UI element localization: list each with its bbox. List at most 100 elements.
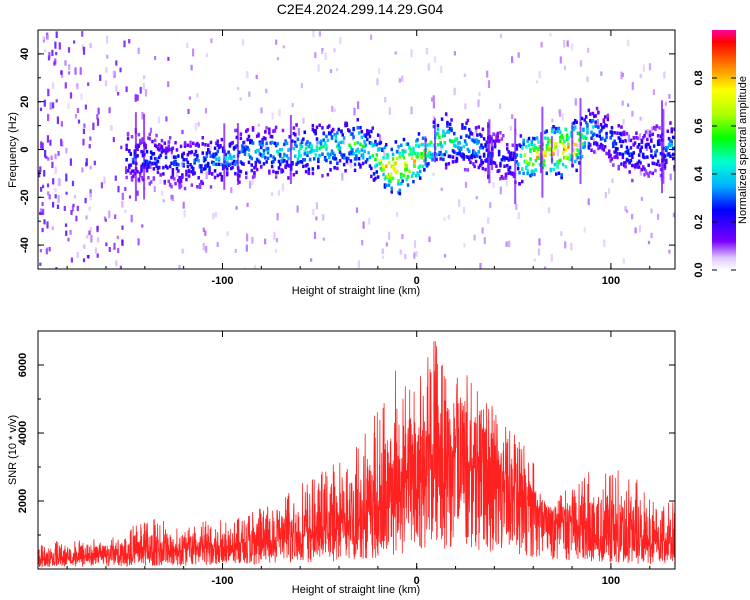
spectrogram-ridge-mark [310,146,313,150]
spectrogram-noise-mark [44,150,47,158]
spectrogram-ridge-mark [368,155,372,160]
spectrogram-noise-mark [89,227,92,232]
spectrogram-ridge-mark [519,144,523,149]
spectrogram-noise-mark [625,209,629,213]
spectrogram-ridge-mark [510,157,513,162]
spectrogram-ridge-mark [330,136,334,140]
spectrogram-noise-mark [115,260,118,267]
spectrogram-ridge-mark [279,162,282,167]
spectrogram-noise-mark [361,239,364,246]
spectrogram-noise-mark [505,181,508,187]
spectrogram-ridge-mark [228,162,232,166]
spectrogram-ridge-mark [151,152,154,156]
spectrogram-ridge-mark [635,162,638,167]
spectrogram-ridge-mark [395,156,399,161]
spectrogram-noise-mark [563,40,566,48]
spectrogram-ridge-mark [522,171,525,176]
spectrogram-noise-mark [149,127,153,134]
spectrogram-ridge-mark [220,175,224,179]
spectrogram-ridge-mark [463,126,467,130]
spectrogram-noise-mark [401,75,404,82]
spectrogram-ridge-mark [462,144,465,149]
spectrogram-ridge-mark [656,142,660,146]
spectrogram-noise-mark [357,260,361,269]
spectrogram-ridge-mark [250,168,253,173]
spectrogram-ridge-mark [220,162,224,167]
spectrogram-ridge-mark [461,123,464,127]
spectrogram-ridge-mark [295,144,298,148]
spectrogram-ridge-mark [167,179,170,184]
spectrogram-ridge-mark [318,146,321,151]
spectrogram-ridge-mark [402,149,406,154]
spectrogram-ridge-mark [235,135,238,140]
spectrogram-ridge-mark [186,153,190,157]
spectrogram-noise-mark [182,201,185,209]
spectrogram-ridge-mark [447,162,451,166]
spectrogram-ridge-mark [130,135,134,139]
spectrogram-ridge-mark [563,155,566,160]
spectrogram-ridge-mark [640,140,644,144]
spectrogram-ridge-mark [640,138,644,143]
spectrogram-ridge-mark [387,179,391,183]
spectrogram-noise-mark [115,60,118,66]
spectrogram-ridge-mark [446,120,449,125]
spectrogram-noise-mark [72,203,75,208]
spectrogram-noise-mark [544,266,547,269]
spectrogram-noise-mark [187,108,190,114]
spectrogram-ridge-mark [446,124,449,128]
spectrogram-ridge-mark [336,131,339,135]
spectrogram-noise-mark [368,218,371,225]
spectrogram-ridge-mark [279,152,282,157]
spectrogram-ridge-mark [621,152,625,157]
spectrogram-noise-mark [121,239,124,245]
spectrogram-ridge-mark [197,159,200,163]
spectrogram-ridge-mark [636,136,639,141]
spectrogram-ridge-mark [416,171,419,175]
spectrogram-ridge-mark [391,152,395,157]
spectrogram-noise-mark [45,155,48,159]
spectrogram-noise-mark [82,258,86,263]
spectrogram-ridge-mark [477,165,480,170]
spectrogram-noise-mark [196,93,199,98]
spectrogram-ridge-mark [149,180,153,184]
spectrogram-ridge-mark [329,168,332,172]
spectrogram-ridge-mark [152,177,156,181]
spectrogram-ridge-mark [480,134,483,138]
spectrogram-ridge-mark [584,120,588,125]
spectrogram-ridge-mark [308,150,312,154]
spectrogram-noise-mark [197,122,200,127]
snr-y-axis-label: SNR (10 * v/v) [7,415,19,485]
spectrogram-ridge-mark [593,132,596,136]
spectrogram-noise-mark [509,125,512,131]
spectrogram-noise-mark [204,108,208,114]
spectrogram-ridge-mark [382,156,385,160]
spectrogram-ridge-mark [247,160,251,165]
spectrogram-ridge-mark [529,173,532,178]
spectrogram-ridge-mark [390,147,393,152]
spectrogram-ridge-mark [512,151,516,156]
spectrogram-ridge-mark [635,136,638,140]
spectrogram-noise-mark [96,253,99,258]
spectrogram-noise-mark [97,237,100,243]
spectrogram-ridge-mark [406,142,410,146]
spectrogram-ridge-mark [250,156,253,161]
spectrogram-ridge-mark [261,138,264,142]
spectrogram-ridge-mark [545,129,548,133]
spectrogram-ridge-mark [416,138,419,142]
spectrogram-ridge-mark [177,169,180,173]
spectrogram-ridge-mark [269,134,272,139]
spectrogram-noise-mark [205,245,208,253]
snr-frame [37,330,676,570]
spectrogram-ridge-mark [673,165,675,169]
spectrogram-noise-mark [587,198,590,206]
spectrogram-ridge-mark [468,135,471,139]
spectrogram-ridge-mark [317,157,320,161]
spectrogram-ridge-mark [408,169,411,173]
spectrogram-noise-mark [620,71,623,80]
spectrogram-noise-mark [81,31,84,37]
spectrogram-ridge-mark [510,154,513,158]
spectrogram-ridge-mark [614,142,618,146]
spectrogram-noise-mark [440,66,443,74]
spectrogram-ridge-mark [152,152,156,156]
spectrogram-ridge-mark [311,124,315,128]
